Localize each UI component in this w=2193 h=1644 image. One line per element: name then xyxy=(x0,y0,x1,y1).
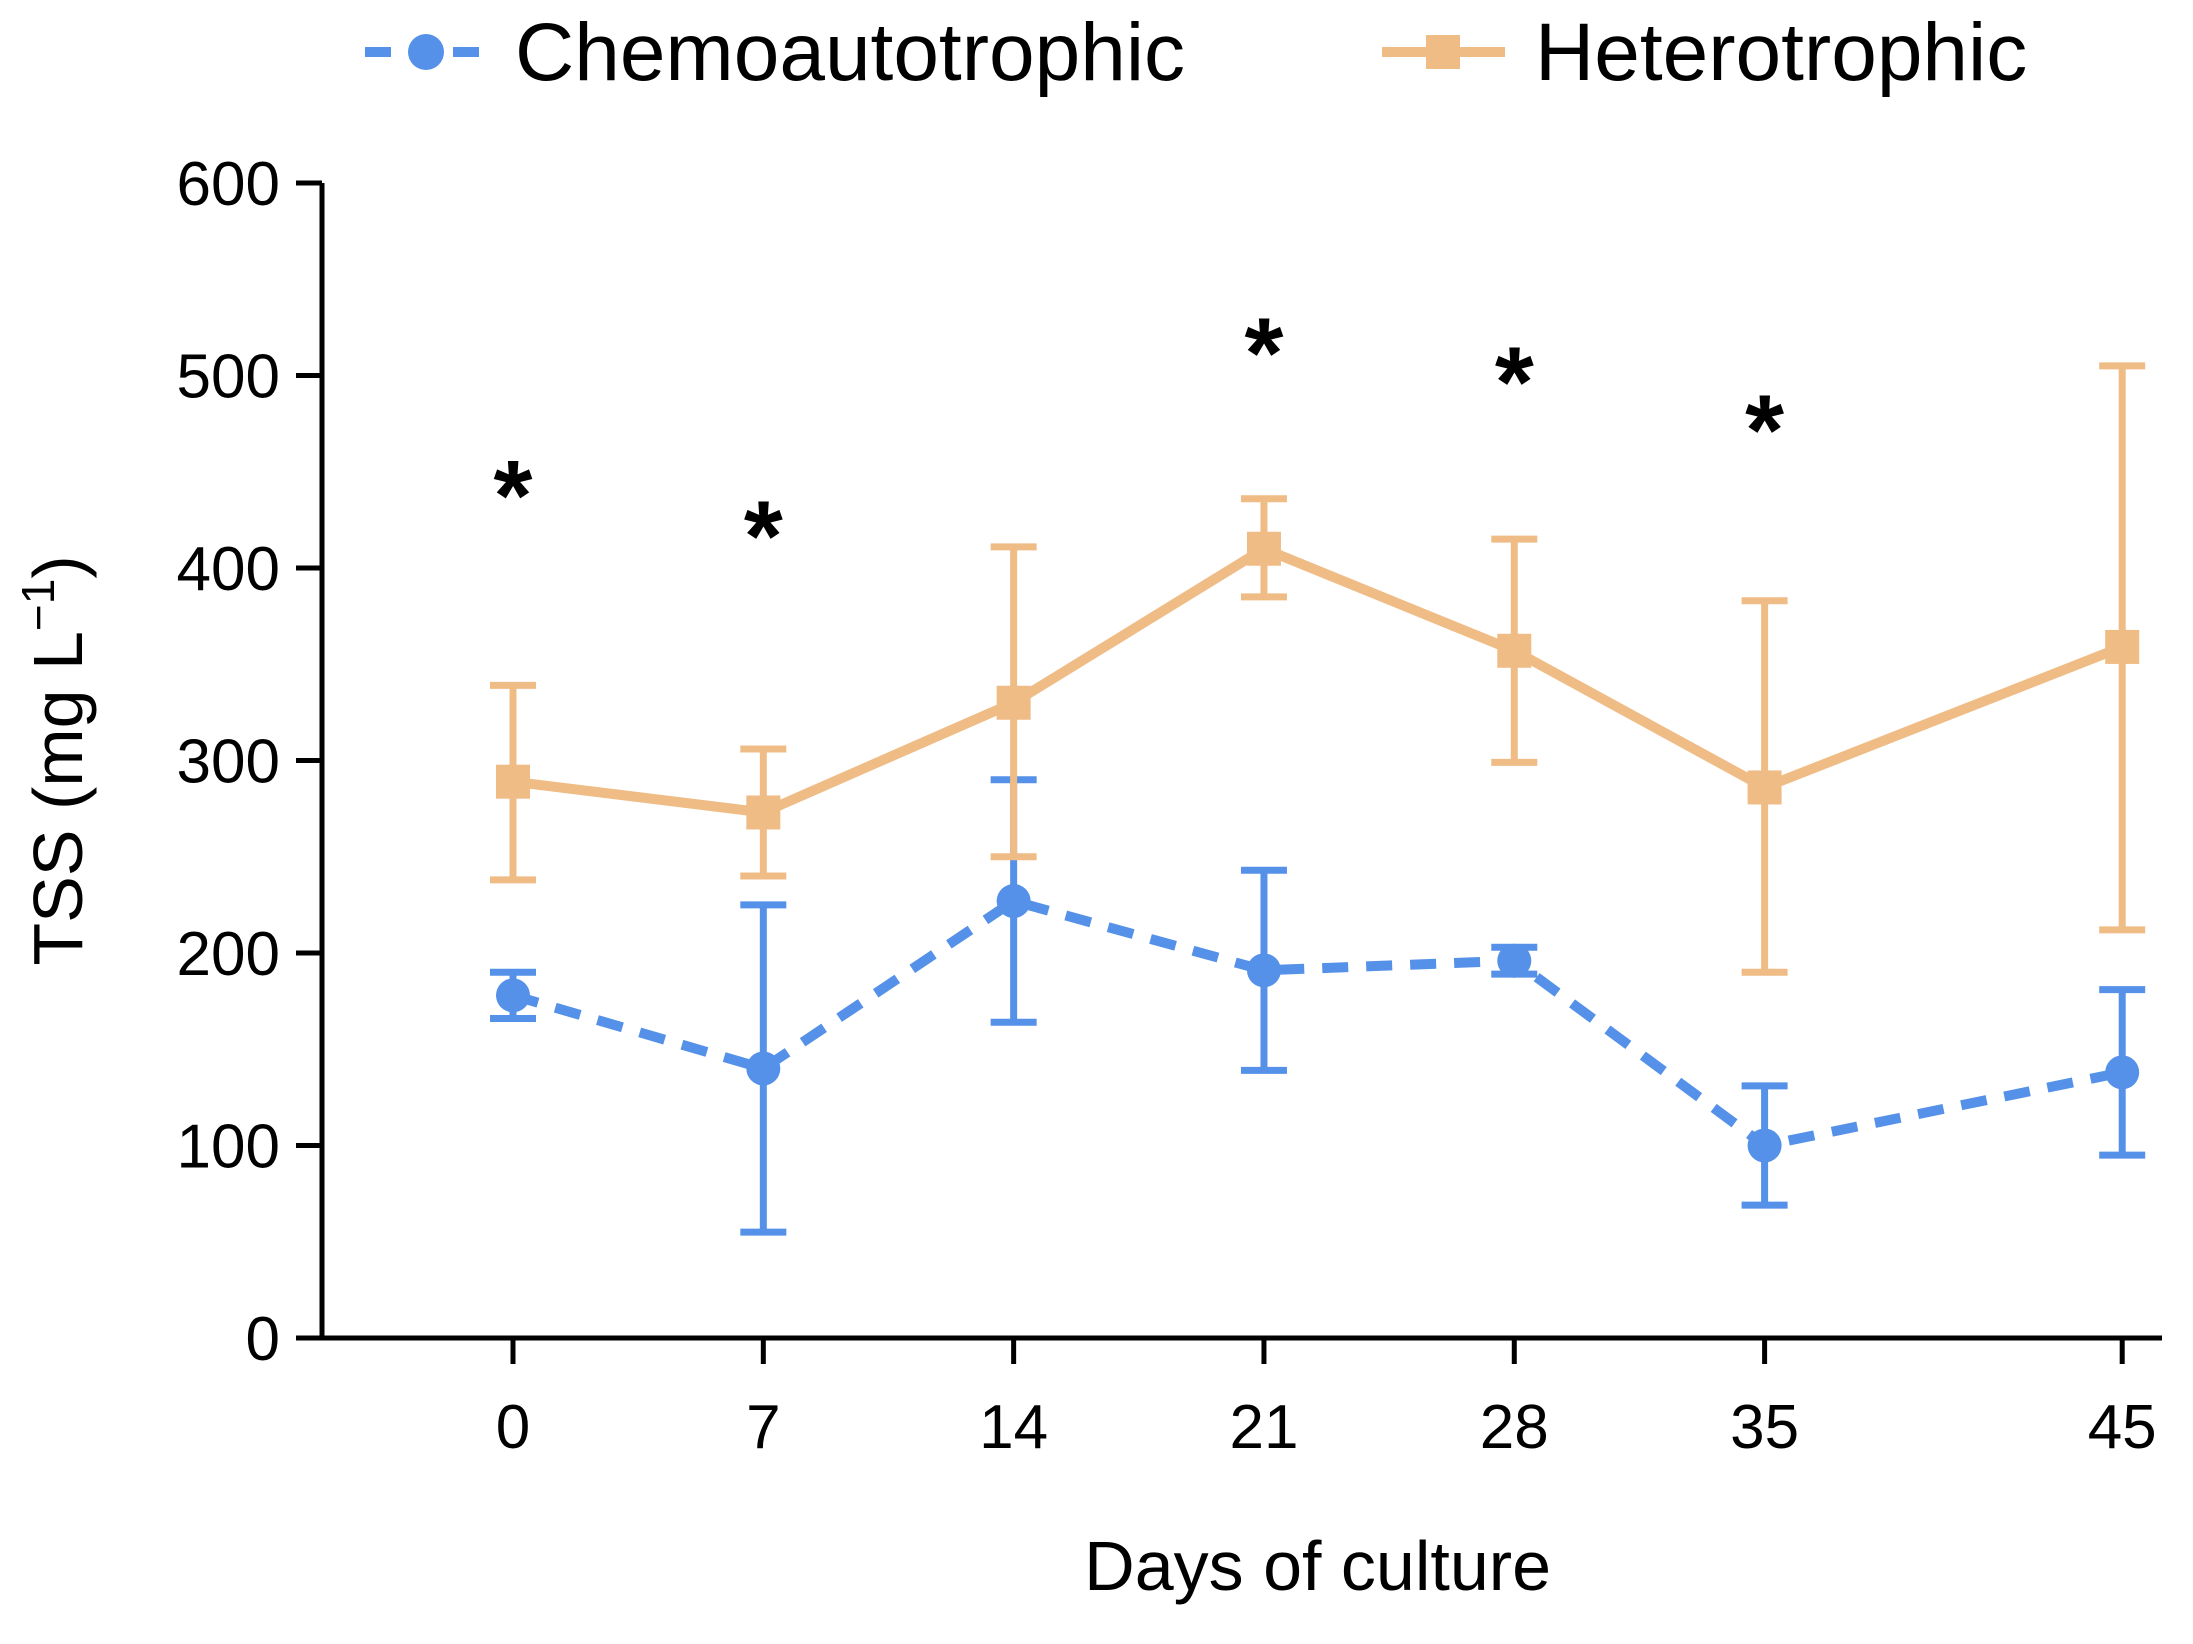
marker-square-heterotrophic xyxy=(1747,770,1782,805)
significance-asterisk: * xyxy=(494,440,533,552)
y-tick-label: 0 xyxy=(246,1305,280,1374)
significance-asterisk: * xyxy=(1495,326,1534,438)
marker-square-heterotrophic xyxy=(1497,633,1532,668)
marker-circle-chemoautotrophic xyxy=(746,1051,781,1086)
marker-circle-chemoautotrophic xyxy=(2105,1055,2140,1090)
legend-label-chemoautotrophic: Chemoautotrophic xyxy=(515,7,1185,98)
marker-circle-chemoautotrophic xyxy=(996,884,1031,919)
x-tick-label: 7 xyxy=(746,1393,780,1462)
x-tick-label: 21 xyxy=(1229,1393,1298,1462)
marker-square-heterotrophic xyxy=(496,764,530,799)
marker-square-heterotrophic xyxy=(1246,531,1281,566)
marker-circle-chemoautotrophic xyxy=(1497,943,1532,978)
y-axis-title: TSS (mg L−1) xyxy=(12,555,97,965)
y-tick-label: 200 xyxy=(177,920,280,989)
x-axis-title: Days of culture xyxy=(1084,1527,1551,1605)
x-tick-label: 14 xyxy=(979,1393,1048,1462)
significance-asterisk: * xyxy=(744,480,783,592)
x-tick-label: 45 xyxy=(2088,1393,2157,1462)
series-chemoautotrophic xyxy=(490,776,2146,1236)
marker-circle-chemoautotrophic xyxy=(1246,953,1281,988)
y-tick-label: 600 xyxy=(177,150,280,219)
series-heterotrophic xyxy=(490,362,2146,976)
legend-item-chemoautotrophic: Chemoautotrophic xyxy=(365,7,1185,98)
legend: Chemoautotrophic Heterotrophic xyxy=(365,7,2027,98)
significance-asterisk: * xyxy=(1244,297,1283,409)
x-tick-label: 35 xyxy=(1730,1393,1799,1462)
x-tick-label: 28 xyxy=(1480,1393,1549,1462)
y-tick-label: 500 xyxy=(177,343,280,412)
y-tick-label: 300 xyxy=(177,728,280,797)
marker-circle-chemoautotrophic xyxy=(1747,1128,1782,1163)
significance-asterisk: * xyxy=(1745,374,1784,486)
marker-square-heterotrophic xyxy=(2105,629,2140,664)
legend-item-heterotrophic: Heterotrophic xyxy=(1382,7,2027,98)
y-tick-label: 400 xyxy=(177,535,280,604)
y-tick-label: 100 xyxy=(177,1113,280,1182)
marker-square-heterotrophic xyxy=(996,685,1031,720)
legend-marker-square xyxy=(1426,35,1460,69)
marker-square-heterotrophic xyxy=(746,795,781,830)
marker-circle-chemoautotrophic xyxy=(496,978,530,1013)
legend-label-heterotrophic: Heterotrophic xyxy=(1535,7,2027,98)
legend-marker-circle xyxy=(408,34,444,70)
x-tick-label: 0 xyxy=(496,1393,530,1462)
series-line-chemoautotrophic xyxy=(511,895,2124,1151)
